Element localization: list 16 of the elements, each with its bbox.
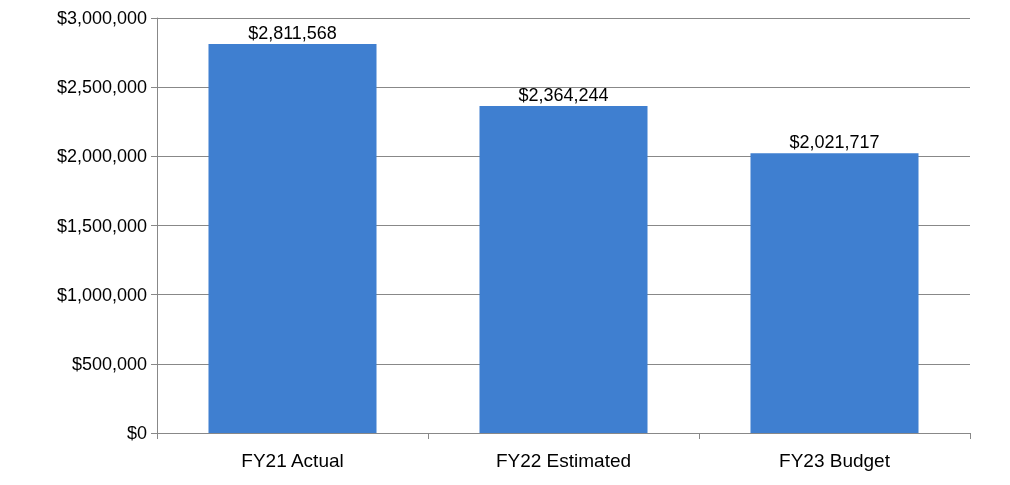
y-tick-label: $3,000,000 <box>56 8 147 28</box>
bar <box>208 44 377 433</box>
y-tick-label: $2,500,000 <box>56 77 147 98</box>
data-label: $2,021,717 <box>789 132 880 153</box>
data-label: $2,364,244 <box>518 84 609 105</box>
bar <box>479 105 648 433</box>
y-tick-label: $2,000,000 <box>56 146 147 167</box>
x-tick-label: FY22 Estimated <box>495 450 632 471</box>
y-tick-label: $0 <box>126 423 147 443</box>
x-tick-label: FY23 Budget <box>779 450 891 471</box>
y-tick-label: $500,000 <box>71 353 147 374</box>
y-tick-label: $1,000,000 <box>56 284 147 305</box>
bar <box>750 153 919 433</box>
y-tick-label: $1,500,000 <box>56 215 147 236</box>
x-tick-label: FY21 Actual <box>241 450 344 471</box>
data-label: $2,811,568 <box>248 23 337 44</box>
